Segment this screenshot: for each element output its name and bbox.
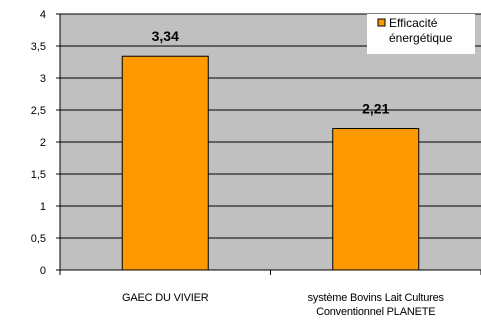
y-tick-label: 1,5 xyxy=(31,169,46,181)
y-tick-label: 0,5 xyxy=(31,233,46,245)
category-label: Conventionnel PLANETE xyxy=(316,306,435,318)
y-axis: 0 0,5 1 1,5 2 2,5 3 3,5 4 xyxy=(31,9,61,277)
y-tick-label: 1 xyxy=(40,201,46,213)
data-label: 3,34 xyxy=(152,28,179,44)
bar xyxy=(332,128,420,271)
category-labels: GAEC DU VIVIER système Bovins Lait Cultur… xyxy=(122,292,445,318)
y-tick-label: 3 xyxy=(40,73,46,85)
bar xyxy=(121,55,209,271)
y-tick-label: 2,5 xyxy=(31,105,46,117)
category-label: système Bovins Lait Cultures xyxy=(308,292,445,304)
y-tick-label: 2 xyxy=(40,137,46,149)
legend-label: Efficacité xyxy=(389,16,438,30)
y-tick-label: 4 xyxy=(40,9,46,21)
x-axis xyxy=(59,269,481,275)
legend-label: énergétique xyxy=(389,31,453,45)
y-tick-label: 3,5 xyxy=(31,41,46,53)
bars xyxy=(121,55,420,271)
data-labels: 3,34 2,21 xyxy=(152,28,390,116)
y-tick-label: 0 xyxy=(40,265,46,277)
data-label: 2,21 xyxy=(362,101,389,117)
category-label: GAEC DU VIVIER xyxy=(122,292,209,304)
legend-swatch xyxy=(377,18,386,27)
